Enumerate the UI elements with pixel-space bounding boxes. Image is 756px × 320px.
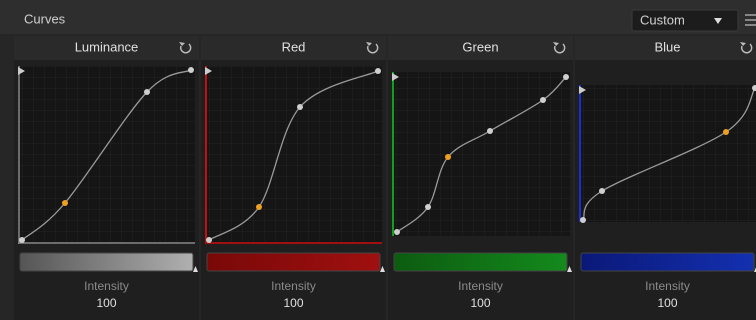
curve xyxy=(208,70,379,241)
reset-arrow xyxy=(740,42,746,46)
header-bar xyxy=(0,0,756,34)
reset-arrow xyxy=(179,42,185,46)
panel-title: Blue xyxy=(654,39,680,54)
curve xyxy=(396,76,567,233)
control-point[interactable] xyxy=(256,204,262,210)
panel-header xyxy=(388,36,573,60)
curve-grid xyxy=(18,66,195,244)
control-point[interactable] xyxy=(144,89,150,95)
slider-handle xyxy=(567,266,572,272)
curve xyxy=(21,69,192,241)
intensity-label: Intensity xyxy=(458,279,503,293)
top-handle xyxy=(205,67,212,75)
control-point[interactable] xyxy=(394,229,400,235)
reset-icon[interactable] xyxy=(366,43,379,54)
intensity-value: 100 xyxy=(470,296,490,310)
panel-title: Red xyxy=(282,39,306,54)
control-point[interactable] xyxy=(563,74,569,80)
intensity-value: 100 xyxy=(657,296,677,310)
reset-arrow xyxy=(366,42,372,46)
curve xyxy=(582,87,756,221)
reset-icon[interactable] xyxy=(553,43,566,54)
intensity-value: 100 xyxy=(96,296,116,310)
preset-label[interactable]: Custom xyxy=(640,12,685,27)
panel-title: Green xyxy=(462,39,498,54)
control-point[interactable] xyxy=(62,200,68,206)
dropdown-arrow xyxy=(714,18,722,24)
panel-header xyxy=(201,36,386,60)
control-point[interactable] xyxy=(445,154,451,160)
control-point[interactable] xyxy=(580,217,586,223)
reset-icon[interactable] xyxy=(740,43,753,54)
curve-grid xyxy=(205,66,382,244)
control-point[interactable] xyxy=(752,85,756,91)
control-point[interactable] xyxy=(425,204,431,210)
intensity-slider[interactable] xyxy=(580,252,755,272)
intensity-label: Intensity xyxy=(645,279,690,293)
control-point[interactable] xyxy=(599,188,605,194)
curve-grid xyxy=(392,72,570,236)
intensity-label: Intensity xyxy=(84,279,129,293)
control-point[interactable] xyxy=(206,237,212,243)
preset-dropdown[interactable] xyxy=(631,9,739,32)
control-point[interactable] xyxy=(188,67,194,73)
intensity-slider[interactable] xyxy=(206,252,381,272)
panels: Luminance Intensity 100 Red Intensity 100 Gree… xyxy=(14,36,756,320)
control-point[interactable] xyxy=(375,68,381,74)
top-handle xyxy=(18,67,25,75)
intensity-slider[interactable] xyxy=(393,252,568,272)
slider-handle xyxy=(193,266,198,272)
control-point[interactable] xyxy=(487,128,493,134)
curve-grid xyxy=(579,85,756,222)
control-point[interactable] xyxy=(540,97,546,103)
top-handle xyxy=(579,86,586,94)
window-title: Curves xyxy=(24,11,66,26)
control-point[interactable] xyxy=(297,104,303,110)
control-point[interactable] xyxy=(19,237,25,243)
panel-header xyxy=(575,36,756,60)
slider-handle xyxy=(380,266,385,272)
reset-arrow xyxy=(553,42,559,46)
intensity-slider[interactable] xyxy=(19,252,194,272)
panel-header xyxy=(14,36,199,60)
reset-icon[interactable] xyxy=(179,43,192,54)
top-handle xyxy=(392,73,399,81)
panel-title: Luminance xyxy=(75,39,139,54)
menu-icon[interactable] xyxy=(745,14,756,26)
control-point[interactable] xyxy=(723,129,729,135)
intensity-label: Intensity xyxy=(271,279,316,293)
intensity-value: 100 xyxy=(283,296,303,310)
